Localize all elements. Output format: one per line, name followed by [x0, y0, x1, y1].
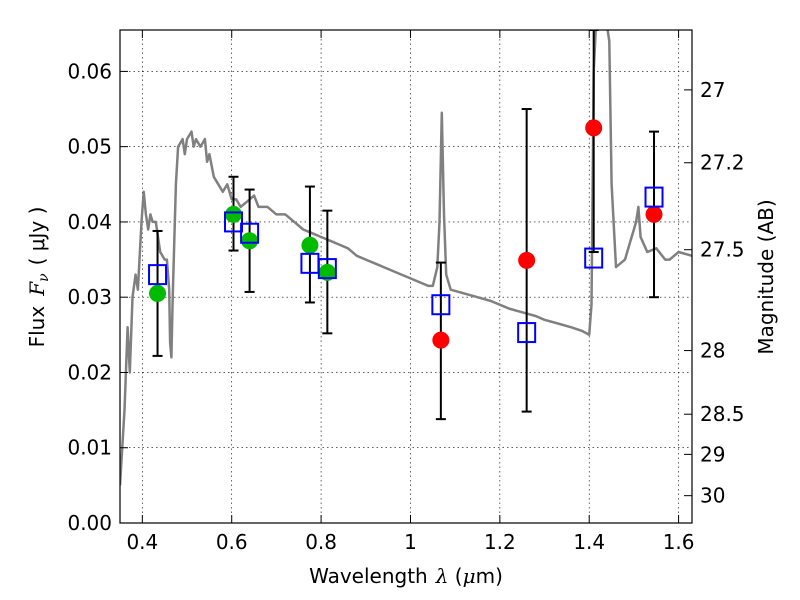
y2-tick-label: 29 [700, 442, 725, 466]
plot-frame [119, 29, 693, 524]
y-axis-title: Flux Fν ( μJy ) [25, 207, 52, 348]
y2-tick-label: 28 [700, 339, 725, 363]
data-points [149, 119, 663, 349]
y-tick-label: 0.05 [67, 135, 112, 159]
y-tick-label: 0.04 [67, 210, 112, 234]
y-tick-label: 0.01 [67, 436, 112, 460]
model-square [431, 294, 451, 316]
model-squares [148, 186, 664, 344]
x-axis-title-prefix: Wavelength [309, 564, 428, 588]
y-tick-label: 0.00 [67, 511, 112, 535]
x-tick-label: 0.8 [305, 530, 337, 554]
spectrum-line [120, 30, 692, 486]
y-axis-subscript: ν [36, 273, 52, 282]
x-axis-unit-rest: m) [476, 564, 503, 588]
spectrum-layer [120, 30, 692, 486]
ticks: 0.4 0.6 0.8 1 1.2 1.4 1.6 0.00 0.01 0.02 0.03 0.04 0… [67, 30, 745, 554]
x-axis-unit-open: ( [448, 564, 462, 588]
x-axis-title: Wavelength λ (μm) [309, 564, 503, 588]
y-tick-label: 0.06 [67, 59, 112, 83]
y-tick-label: 0.02 [67, 360, 112, 384]
x-tick-label: 0.4 [126, 530, 158, 554]
y-axis-unit: ( μJy ) [25, 207, 49, 266]
data-point [585, 119, 603, 137]
model-square [148, 264, 168, 286]
error-bars [152, 30, 660, 421]
y2-tick-label: 27 [700, 78, 725, 102]
x-tick-label: 0.6 [216, 530, 248, 554]
y2-tick-label: 27.5 [700, 238, 745, 262]
data-point [432, 331, 450, 349]
model-square [644, 186, 664, 208]
error-bar [588, 30, 599, 254]
model-square [240, 222, 260, 244]
x-axis-unit-mu: μ [463, 564, 476, 588]
data-point [241, 232, 259, 250]
model-square [517, 322, 537, 344]
data-point [645, 205, 663, 223]
x-tick-label: 1.2 [484, 530, 516, 554]
x-tick-label: 1.4 [573, 530, 605, 554]
y-axis-title-prefix: Flux [25, 306, 49, 348]
y-tick-label: 0.03 [67, 285, 112, 309]
model-square [224, 211, 244, 233]
x-tick-label: 1.6 [663, 530, 695, 554]
y2-tick-label: 27.2 [700, 151, 745, 175]
x-axis-symbol: λ [435, 564, 449, 588]
x-tick-label: 1 [404, 530, 417, 554]
y-axis-symbol: F [25, 281, 49, 297]
data-point [149, 284, 167, 302]
y2-axis-title: Magnitude (AB) [754, 199, 778, 354]
data-point [518, 251, 536, 269]
grid [120, 30, 692, 524]
model-square [317, 258, 337, 280]
model-square [584, 247, 604, 269]
data-point [225, 205, 243, 223]
data-point [301, 236, 319, 254]
y2-tick-label: 28.5 [700, 402, 745, 426]
y2-tick-label: 30 [700, 484, 725, 508]
